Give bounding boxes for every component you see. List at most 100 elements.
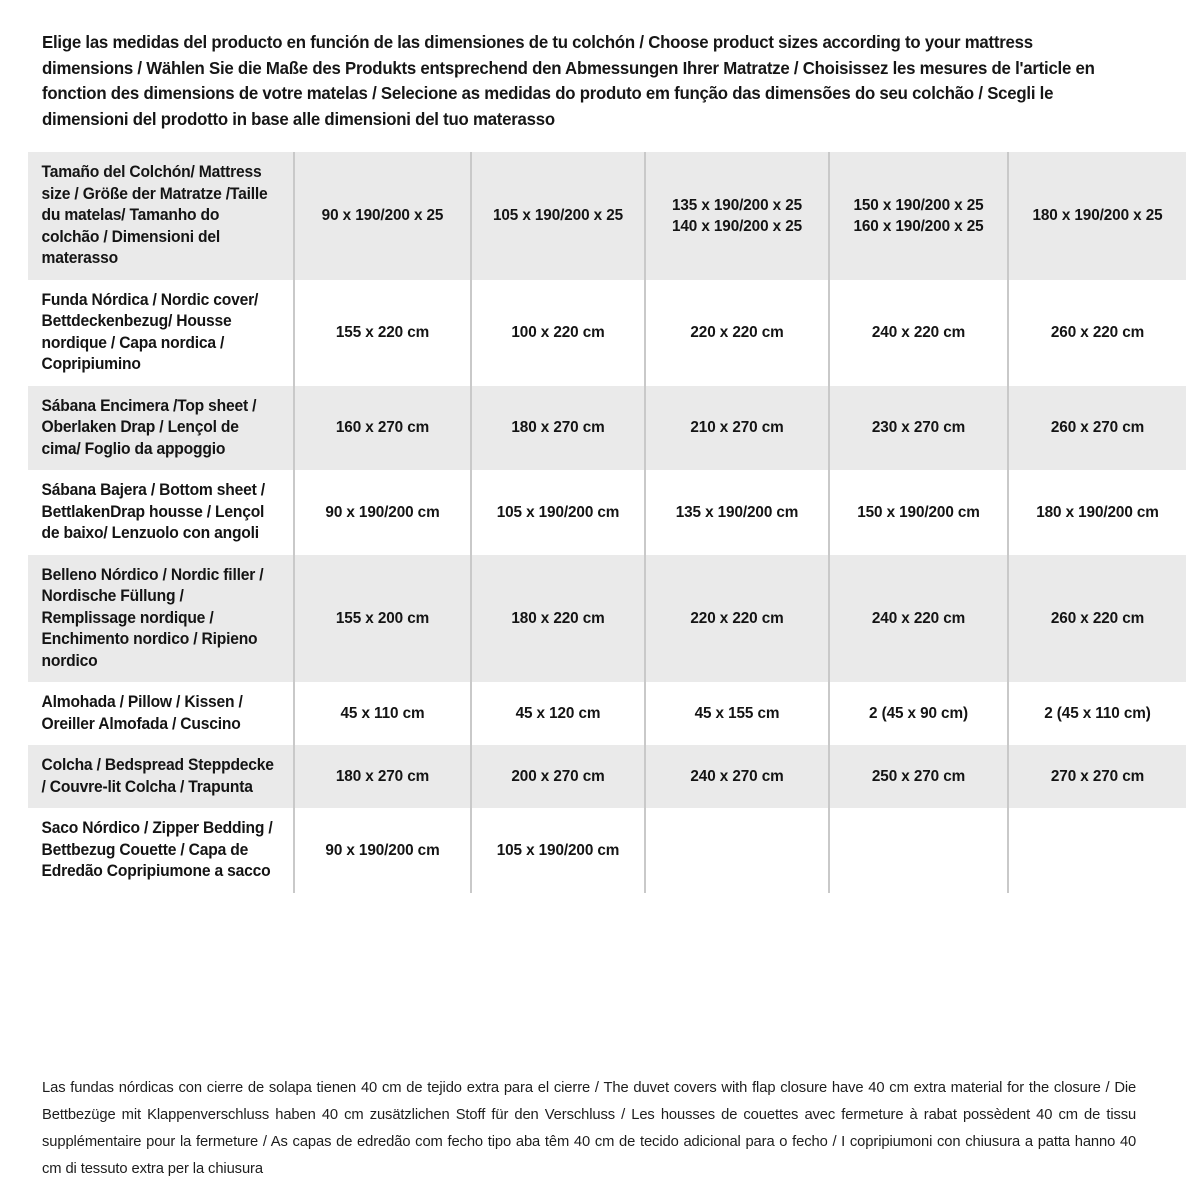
row-cell: 160 x 270 cm [294, 385, 472, 470]
intro-paragraph: Elige las medidas del producto en funció… [42, 32, 1095, 129]
row-cell: 260 x 220 cm [1008, 279, 1186, 386]
row-value: 2 (45 x 110 cm) [1044, 705, 1151, 722]
row-cell: 45 x 110 cm [294, 682, 472, 745]
row-cell: 220 x 220 cm [645, 279, 830, 386]
row-value: 105 x 190/200 cm [496, 503, 620, 521]
row-value: 180 x 220 cm [511, 609, 605, 627]
row-value: 90 x 190/200 cm [325, 841, 440, 859]
footnote-paragraph: Las fundas nórdicas con cierre de solapa… [42, 1079, 1137, 1177]
row-value: 155 x 200 cm [335, 609, 430, 627]
row-cell: 210 x 270 cm [645, 385, 830, 470]
header-label-text: Tamaño del Colchón/ Mattress size / Größ… [41, 163, 268, 267]
row-label-cell: Saco Nórdico / Zipper Bedding / Bettbezu… [28, 808, 295, 893]
row-label-text: Belleno Nórdico / Nordic filler / Nordis… [41, 565, 264, 670]
row-cell [1008, 808, 1186, 893]
row-cell: 45 x 120 cm [471, 682, 646, 745]
row-value: 45 x 120 cm [515, 705, 601, 722]
row-value: 180 x 270 cm [335, 768, 430, 785]
header-col-5-line-1: 180 x 190/200 x 25 [1032, 207, 1163, 225]
header-label-cell: Tamaño del Colchón/ Mattress size / Größ… [28, 152, 295, 280]
row-cell [829, 808, 1009, 893]
header-col-3-value: 135 x 190/200 x 25 140 x 190/200 x 25 [646, 189, 828, 243]
header-col-4-line-2: 160 x 190/200 x 25 [853, 217, 984, 235]
row-value: 270 x 270 cm [1050, 768, 1145, 785]
row-value: 45 x 155 cm [694, 705, 780, 722]
header-col-1-value: 90 x 190/200 x 25 [295, 199, 470, 232]
row-value: 250 x 270 cm [871, 768, 966, 785]
row-cell: 240 x 220 cm [829, 279, 1009, 386]
row-cell: 90 x 190/200 cm [294, 470, 472, 555]
header-col-3-line-2: 140 x 190/200 x 25 [671, 217, 803, 235]
table-row: Almohada / Pillow / Kissen / Oreiller Al… [28, 682, 1186, 745]
table-row: Sábana Bajera / Bottom sheet / Bettlaken… [28, 470, 1186, 555]
row-value: 240 x 270 cm [690, 768, 784, 785]
row-cell: 45 x 155 cm [645, 682, 830, 745]
row-cell: 150 x 190/200 cm [829, 470, 1009, 555]
header-col-1-line-1: 90 x 190/200 x 25 [321, 207, 444, 225]
table-row: Colcha / Bedspread Steppdecke / Couvre-l… [28, 745, 1186, 808]
row-cell: 240 x 270 cm [645, 745, 830, 808]
row-value: 2 (45 x 90 cm) [869, 705, 968, 722]
header-col-4-value: 150 x 190/200 x 25 160 x 190/200 x 25 [830, 189, 1007, 243]
row-value: 90 x 190/200 cm [325, 503, 440, 521]
header-col-2-line-1: 105 x 190/200 x 25 [492, 207, 624, 225]
header-col-3-line-1: 135 x 190/200 x 25 [671, 196, 803, 214]
header-col-5-value: 180 x 190/200 x 25 [1009, 199, 1186, 232]
header-col-2: 105 x 190/200 x 25 [471, 152, 646, 280]
row-cell: 2 (45 x 110 cm) [1008, 682, 1186, 745]
row-value: 180 x 270 cm [511, 419, 605, 437]
row-label-cell: Almohada / Pillow / Kissen / Oreiller Al… [28, 682, 295, 745]
row-value: 240 x 220 cm [871, 324, 966, 341]
row-cell: 2 (45 x 90 cm) [829, 682, 1009, 745]
table-body: Tamaño del Colchón/ Mattress size / Größ… [28, 152, 1186, 893]
row-value: 260 x 270 cm [1050, 419, 1145, 437]
row-cell: 200 x 270 cm [471, 745, 646, 808]
row-value: 260 x 220 cm [1050, 609, 1145, 627]
row-cell: 155 x 220 cm [294, 279, 472, 386]
row-label-cell: Funda Nórdica / Nordic cover/ Bettdecken… [28, 279, 295, 386]
row-value: 220 x 220 cm [690, 324, 784, 341]
table-row: Funda Nórdica / Nordic cover/ Bettdecken… [28, 279, 1186, 386]
row-value: 180 x 190/200 cm [1036, 503, 1159, 521]
row-cell: 180 x 270 cm [471, 385, 646, 470]
row-value: 105 x 190/200 cm [496, 841, 620, 859]
row-label-text: Colcha / Bedspread Steppdecke / Couvre-l… [41, 756, 274, 796]
row-value: 210 x 270 cm [690, 419, 784, 437]
row-cell [645, 808, 830, 893]
row-cell: 135 x 190/200 cm [645, 470, 830, 555]
row-label-cell: Sábana Encimera /Top sheet / Oberlaken D… [28, 385, 295, 470]
row-cell: 105 x 190/200 cm [471, 808, 646, 893]
row-label-text: Almohada / Pillow / Kissen / Oreiller Al… [41, 693, 243, 733]
row-value [830, 844, 1007, 856]
row-label-cell: Sábana Bajera / Bottom sheet / Bettlaken… [28, 470, 295, 555]
table-header-row: Tamaño del Colchón/ Mattress size / Größ… [28, 152, 1186, 280]
row-value: 260 x 220 cm [1050, 324, 1145, 341]
row-value: 160 x 270 cm [335, 419, 430, 437]
row-value: 45 x 110 cm [340, 705, 425, 722]
row-label-text: Saco Nórdico / Zipper Bedding / Bettbezu… [41, 819, 273, 880]
header-col-5: 180 x 190/200 x 25 [1008, 152, 1186, 280]
row-value: 100 x 220 cm [511, 324, 605, 341]
table-row: Sábana Encimera /Top sheet / Oberlaken D… [28, 385, 1186, 470]
row-value: 155 x 220 cm [335, 324, 430, 341]
header-col-3: 135 x 190/200 x 25 140 x 190/200 x 25 [645, 152, 830, 280]
row-cell: 180 x 270 cm [294, 745, 472, 808]
row-cell: 260 x 220 cm [1008, 554, 1186, 682]
row-value: 220 x 220 cm [690, 609, 784, 627]
row-value: 230 x 270 cm [871, 419, 966, 437]
row-label-text: Sábana Bajera / Bottom sheet / Bettlaken… [41, 481, 266, 542]
row-cell: 90 x 190/200 cm [294, 808, 472, 893]
row-value: 200 x 270 cm [511, 768, 605, 785]
mattress-size-table: Tamaño del Colchón/ Mattress size / Größ… [28, 152, 1186, 893]
row-label-text: Sábana Encimera /Top sheet / Oberlaken D… [41, 396, 257, 458]
row-cell: 250 x 270 cm [829, 745, 1009, 808]
row-cell: 180 x 190/200 cm [1008, 470, 1186, 555]
header-col-4-line-1: 150 x 190/200 x 25 [853, 196, 984, 214]
row-cell: 220 x 220 cm [645, 554, 830, 682]
row-label-text: Funda Nórdica / Nordic cover/ Bettdecken… [41, 290, 259, 374]
row-cell: 230 x 270 cm [829, 385, 1009, 470]
row-cell: 180 x 220 cm [471, 554, 646, 682]
row-cell: 100 x 220 cm [471, 279, 646, 386]
row-cell: 155 x 200 cm [294, 554, 472, 682]
